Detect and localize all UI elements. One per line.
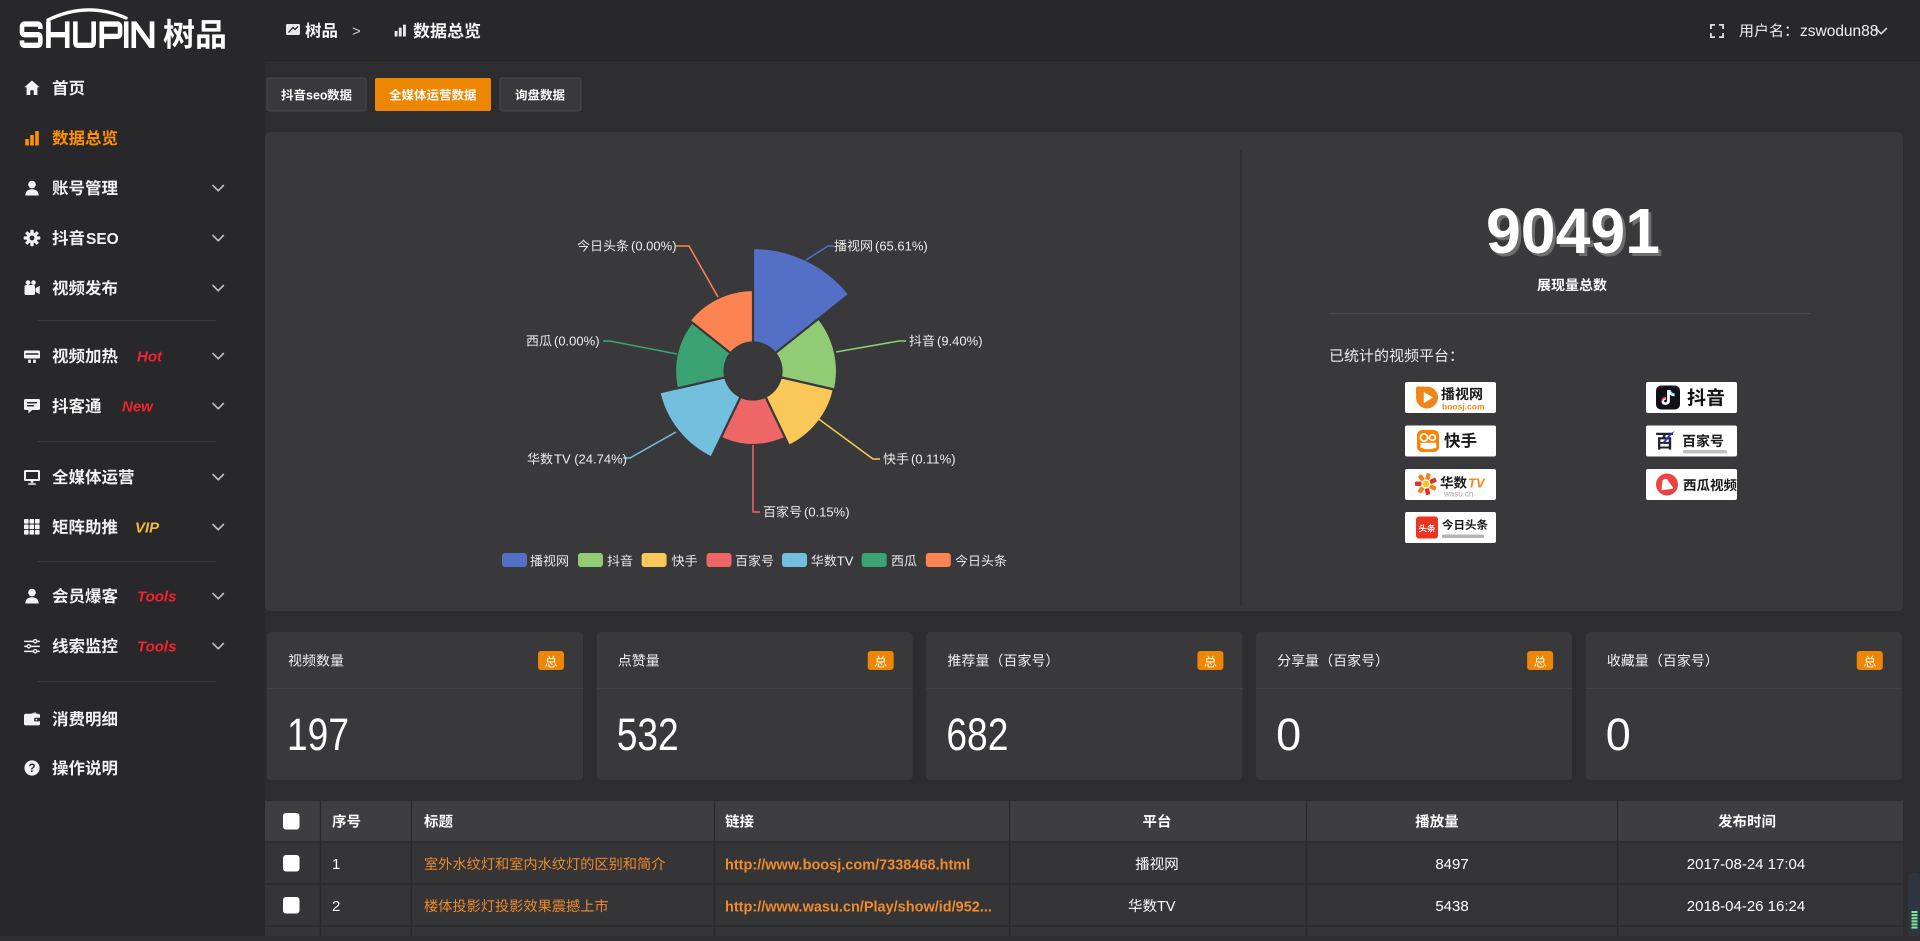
svg-text:boosj.com: boosj.com [1442,402,1485,412]
svg-text:5438: 5438 [1435,898,1468,915]
svg-text:TV: TV [837,554,854,569]
svg-text:(65.61%): (65.61%) [875,239,928,254]
svg-text:0: 0 [1276,709,1301,760]
svg-text:2017-08-24 17:04: 2017-08-24 17:04 [1687,856,1805,873]
svg-text:(9.40%): (9.40%) [937,334,983,349]
svg-text:90491: 90491 [1486,195,1660,267]
svg-text:Tools: Tools [137,639,176,656]
svg-text:zswodun88: zswodun88 [1800,23,1878,40]
svg-text:532: 532 [617,709,679,760]
svg-text:VIP: VIP [135,520,160,537]
svg-text:TV: TV [1157,899,1176,915]
svg-text:New: New [122,399,154,416]
svg-text:(0.00%): (0.00%) [631,239,677,254]
svg-text:>: > [352,23,361,40]
svg-text:Hot: Hot [137,349,163,366]
svg-text:(0.00%): (0.00%) [554,334,600,349]
svg-text:2: 2 [332,898,340,915]
svg-text:8497: 8497 [1435,856,1468,873]
svg-text:wasu.cn: wasu.cn [1443,490,1473,499]
svg-text:TV (24.74%): TV (24.74%) [554,452,627,467]
svg-text:TV: TV [1468,476,1486,491]
svg-text:1: 1 [332,856,340,873]
svg-text:2018-04-26 16:24: 2018-04-26 16:24 [1687,898,1805,915]
svg-text:seo: seo [306,89,328,103]
svg-text:?: ? [28,763,35,775]
svg-text:http://www.boosj.com/7338468.h: http://www.boosj.com/7338468.html [725,858,970,874]
svg-text:SEO: SEO [86,231,119,248]
svg-text:197: 197 [287,709,349,760]
svg-text:90491: 90491 [1489,198,1663,270]
svg-text:(0.11%): (0.11%) [911,452,956,467]
svg-text:Tools: Tools [137,589,176,606]
svg-text:0: 0 [1606,709,1631,760]
svg-text:(0.15%): (0.15%) [804,505,850,520]
svg-text:http://www.wasu.cn/Play/show/i: http://www.wasu.cn/Play/show/id/952... [725,900,992,916]
svg-text:682: 682 [946,709,1008,760]
